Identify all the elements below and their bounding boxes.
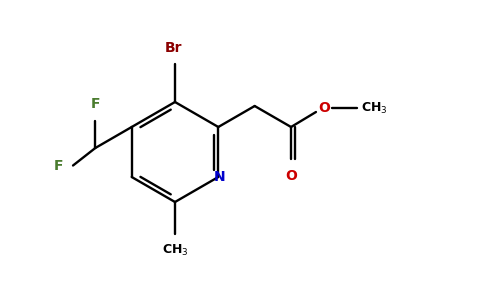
Text: N: N bbox=[213, 170, 225, 184]
Text: CH$_3$: CH$_3$ bbox=[162, 243, 188, 258]
Text: CH$_3$: CH$_3$ bbox=[361, 100, 388, 116]
Text: O: O bbox=[318, 101, 330, 115]
Text: O: O bbox=[285, 169, 297, 183]
Text: Br: Br bbox=[165, 41, 183, 55]
Text: F: F bbox=[91, 97, 100, 111]
Text: F: F bbox=[54, 158, 63, 172]
